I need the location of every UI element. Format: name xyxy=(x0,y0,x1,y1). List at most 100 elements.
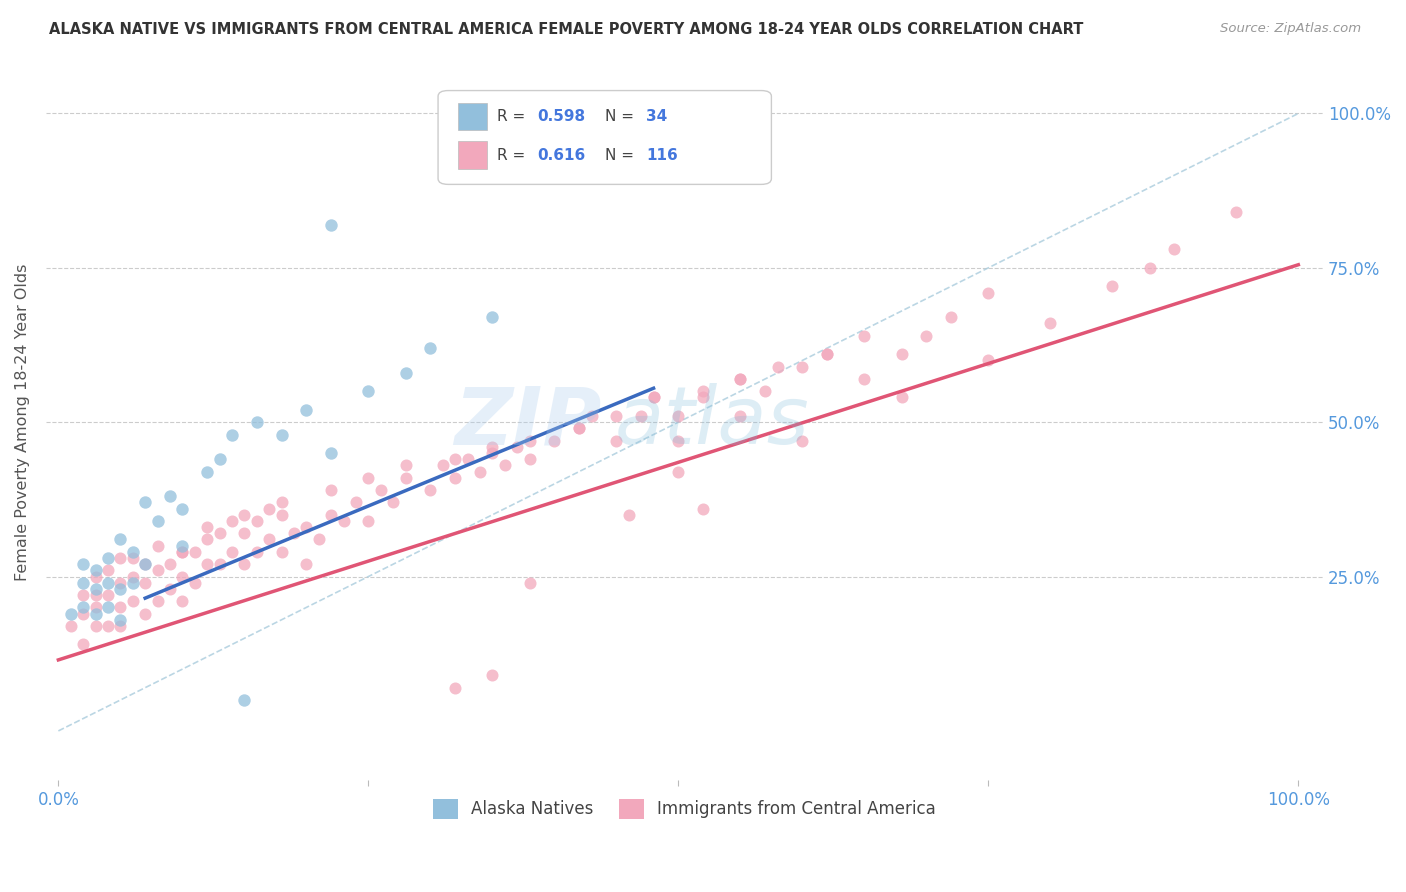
Point xyxy=(84,588,107,602)
Point xyxy=(754,384,776,399)
Point xyxy=(605,434,627,448)
Point xyxy=(370,483,392,497)
Point xyxy=(432,458,454,473)
Point xyxy=(195,465,218,479)
Point xyxy=(792,434,814,448)
Point xyxy=(792,359,814,374)
Point xyxy=(481,446,503,460)
Y-axis label: Female Poverty Among 18-24 Year Olds: Female Poverty Among 18-24 Year Olds xyxy=(15,263,30,581)
Point xyxy=(195,558,218,572)
Point xyxy=(121,594,143,608)
Point xyxy=(1039,317,1062,331)
Point xyxy=(357,471,380,485)
Point xyxy=(730,372,752,386)
Text: R =: R = xyxy=(496,109,530,124)
Point xyxy=(1101,279,1123,293)
Point xyxy=(308,533,330,547)
Point xyxy=(270,495,292,509)
Point xyxy=(977,285,1000,300)
Point xyxy=(134,575,156,590)
Point xyxy=(419,341,441,355)
Text: N =: N = xyxy=(606,109,640,124)
Point xyxy=(666,465,689,479)
Point xyxy=(581,409,603,423)
Point xyxy=(172,569,194,583)
Point xyxy=(853,328,876,343)
Point xyxy=(72,637,94,651)
Point xyxy=(939,310,962,325)
Point xyxy=(172,539,194,553)
Point xyxy=(321,446,343,460)
Point xyxy=(97,575,120,590)
Point xyxy=(915,328,938,343)
Point xyxy=(159,489,181,503)
Point xyxy=(121,569,143,583)
Point xyxy=(481,668,503,682)
Point xyxy=(344,495,367,509)
Point xyxy=(444,452,467,467)
Legend: Alaska Natives, Immigrants from Central America: Alaska Natives, Immigrants from Central … xyxy=(426,792,942,826)
Point xyxy=(321,508,343,522)
Point xyxy=(233,526,256,541)
Point xyxy=(246,514,269,528)
Point xyxy=(121,575,143,590)
Point xyxy=(357,384,380,399)
Point xyxy=(84,607,107,621)
Point xyxy=(630,409,652,423)
Point xyxy=(84,569,107,583)
Point xyxy=(1139,260,1161,275)
Point xyxy=(159,558,181,572)
Point xyxy=(1225,205,1247,219)
Point xyxy=(332,514,354,528)
Point xyxy=(270,508,292,522)
Point xyxy=(233,558,256,572)
Point xyxy=(121,551,143,566)
Point xyxy=(357,514,380,528)
Point xyxy=(568,421,591,435)
Point xyxy=(72,575,94,590)
Text: ZIP: ZIP xyxy=(454,384,602,461)
Point xyxy=(730,409,752,423)
Point xyxy=(519,575,541,590)
Point xyxy=(59,607,82,621)
Point xyxy=(506,440,529,454)
Point xyxy=(146,539,169,553)
Point xyxy=(257,501,280,516)
Point xyxy=(481,440,503,454)
Point xyxy=(134,558,156,572)
Point xyxy=(172,501,194,516)
Point xyxy=(121,545,143,559)
Point xyxy=(295,402,318,417)
Point xyxy=(146,563,169,577)
Point xyxy=(221,514,243,528)
Point xyxy=(97,600,120,615)
Point xyxy=(394,366,416,380)
Point xyxy=(394,471,416,485)
Text: N =: N = xyxy=(606,147,640,162)
FancyBboxPatch shape xyxy=(458,103,486,130)
Point xyxy=(134,495,156,509)
Point xyxy=(730,372,752,386)
Point xyxy=(172,594,194,608)
Point xyxy=(110,551,132,566)
Point xyxy=(519,434,541,448)
Point xyxy=(295,520,318,534)
Point xyxy=(568,421,591,435)
Point xyxy=(172,545,194,559)
Point xyxy=(444,471,467,485)
Point xyxy=(134,607,156,621)
Point xyxy=(159,582,181,596)
Text: 0.598: 0.598 xyxy=(537,109,586,124)
Point xyxy=(146,514,169,528)
Point xyxy=(110,600,132,615)
Point xyxy=(195,533,218,547)
Point xyxy=(184,575,207,590)
FancyBboxPatch shape xyxy=(458,142,486,169)
Point xyxy=(321,483,343,497)
Point xyxy=(84,582,107,596)
Text: Source: ZipAtlas.com: Source: ZipAtlas.com xyxy=(1220,22,1361,36)
FancyBboxPatch shape xyxy=(439,91,772,185)
Point xyxy=(59,619,82,633)
Point xyxy=(853,372,876,386)
Point xyxy=(72,607,94,621)
